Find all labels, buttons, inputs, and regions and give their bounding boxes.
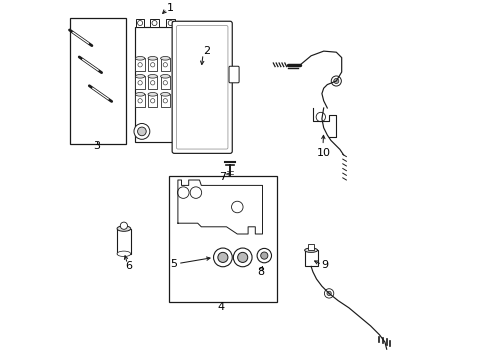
Bar xyxy=(148,94,157,107)
Text: 9: 9 xyxy=(320,260,327,270)
Ellipse shape xyxy=(160,93,170,96)
Ellipse shape xyxy=(304,248,317,252)
Ellipse shape xyxy=(160,57,170,60)
Circle shape xyxy=(257,248,271,263)
Text: 7: 7 xyxy=(219,172,226,182)
Ellipse shape xyxy=(148,75,157,78)
Bar xyxy=(168,176,276,302)
Bar xyxy=(160,94,170,107)
FancyBboxPatch shape xyxy=(228,66,239,83)
Circle shape xyxy=(134,123,149,139)
Circle shape xyxy=(163,99,167,103)
Text: 8: 8 xyxy=(257,267,264,277)
Circle shape xyxy=(233,248,251,267)
Bar xyxy=(150,19,159,27)
Circle shape xyxy=(316,112,325,122)
Circle shape xyxy=(138,81,142,85)
Bar xyxy=(135,58,144,71)
Text: 4: 4 xyxy=(217,302,224,312)
Circle shape xyxy=(138,63,142,67)
Circle shape xyxy=(190,187,201,198)
Circle shape xyxy=(330,76,341,86)
Bar xyxy=(160,58,170,71)
Circle shape xyxy=(177,187,189,198)
Circle shape xyxy=(120,222,127,229)
Ellipse shape xyxy=(117,251,130,257)
Text: 2: 2 xyxy=(203,46,210,57)
Circle shape xyxy=(324,289,333,298)
Circle shape xyxy=(163,63,167,67)
Text: 3: 3 xyxy=(93,141,100,151)
Ellipse shape xyxy=(135,75,144,78)
Circle shape xyxy=(138,99,142,103)
Bar xyxy=(148,58,157,71)
Ellipse shape xyxy=(135,57,144,60)
Circle shape xyxy=(237,252,247,262)
FancyBboxPatch shape xyxy=(176,26,227,149)
Bar xyxy=(148,76,157,89)
Circle shape xyxy=(326,291,330,296)
Bar xyxy=(135,94,144,107)
Bar xyxy=(166,19,175,27)
Circle shape xyxy=(168,21,173,26)
Ellipse shape xyxy=(148,57,157,60)
Circle shape xyxy=(152,21,157,26)
Circle shape xyxy=(213,248,232,267)
Text: 1: 1 xyxy=(167,3,174,13)
Text: 6: 6 xyxy=(125,261,132,271)
Circle shape xyxy=(260,252,267,259)
Bar xyxy=(307,244,313,250)
Text: 5: 5 xyxy=(170,258,177,269)
Text: 10: 10 xyxy=(316,148,330,158)
Bar xyxy=(304,250,317,266)
Circle shape xyxy=(231,201,243,213)
Bar xyxy=(70,18,125,144)
Bar xyxy=(160,76,170,89)
Circle shape xyxy=(150,81,155,85)
Ellipse shape xyxy=(160,75,170,78)
Bar xyxy=(117,229,130,254)
Circle shape xyxy=(137,127,146,136)
Bar xyxy=(134,27,183,142)
Circle shape xyxy=(163,81,167,85)
FancyBboxPatch shape xyxy=(172,21,232,153)
Ellipse shape xyxy=(135,93,144,96)
Circle shape xyxy=(150,99,155,103)
Bar xyxy=(136,19,144,27)
Circle shape xyxy=(218,252,227,262)
Bar xyxy=(135,76,144,89)
Ellipse shape xyxy=(148,93,157,96)
Circle shape xyxy=(333,78,338,84)
Circle shape xyxy=(150,63,155,67)
Ellipse shape xyxy=(117,226,130,231)
Circle shape xyxy=(137,21,142,26)
